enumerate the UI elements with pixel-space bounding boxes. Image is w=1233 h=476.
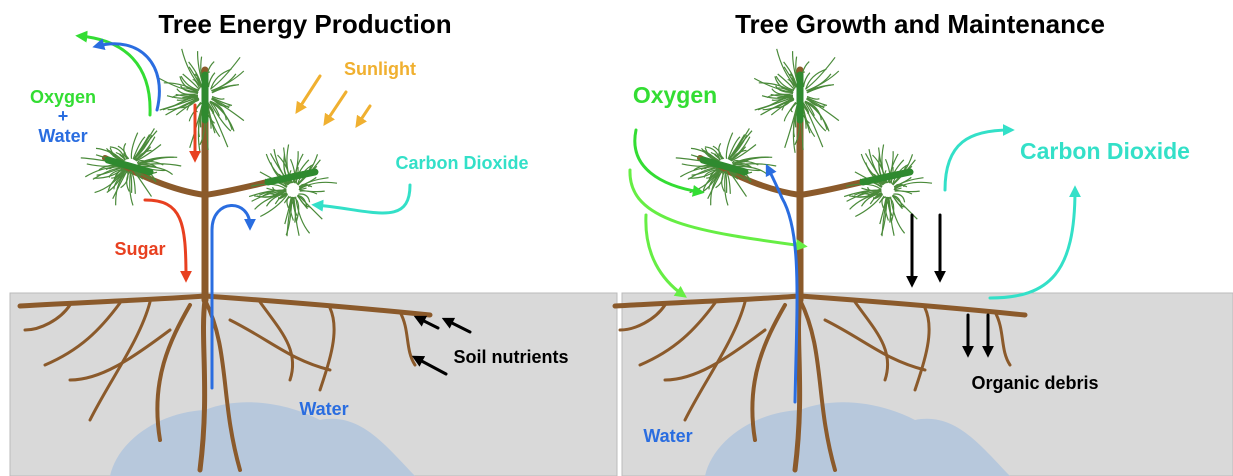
label: Soil nutrients xyxy=(453,347,568,367)
panel-title: Tree Energy Production xyxy=(158,9,451,39)
label: Water xyxy=(38,126,87,146)
label: Organic debris xyxy=(971,373,1098,393)
label: + xyxy=(58,106,69,126)
label: Carbon Dioxide xyxy=(1020,138,1190,164)
label: Sugar xyxy=(114,239,165,259)
label: Oxygen xyxy=(633,82,717,108)
label: Oxygen xyxy=(30,87,96,107)
label: Carbon Dioxide xyxy=(395,153,528,173)
label: Water xyxy=(643,426,692,446)
panel-title: Tree Growth and Maintenance xyxy=(735,9,1105,39)
diagram: Tree Energy Production Oxygen + Water Su… xyxy=(0,0,1233,476)
label: Water xyxy=(299,399,348,419)
label: Sunlight xyxy=(344,59,416,79)
